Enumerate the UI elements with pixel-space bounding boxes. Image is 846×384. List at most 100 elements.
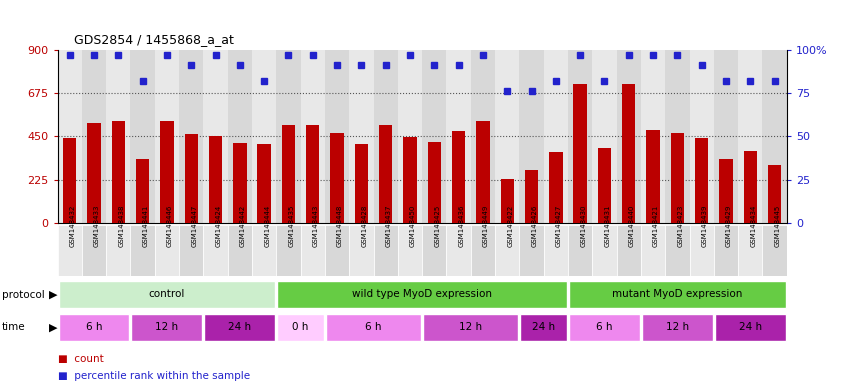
Bar — [762, 225, 787, 276]
Text: GSM148431: GSM148431 — [604, 205, 611, 247]
Bar — [646, 130, 660, 223]
Bar — [205, 314, 275, 341]
Bar — [452, 131, 465, 223]
Bar — [374, 225, 398, 276]
Bar — [354, 144, 368, 223]
Bar — [306, 125, 320, 223]
Text: GSM148426: GSM148426 — [531, 205, 537, 247]
Bar — [106, 225, 130, 276]
Text: GSM148447: GSM148447 — [191, 205, 197, 247]
Bar — [762, 50, 787, 223]
Bar — [422, 50, 447, 223]
Text: wild type MyoD expression: wild type MyoD expression — [352, 289, 492, 299]
Text: GSM148446: GSM148446 — [167, 205, 173, 247]
Bar — [63, 138, 76, 223]
Bar — [495, 225, 519, 276]
Bar — [641, 50, 665, 223]
Bar — [447, 50, 470, 223]
Text: GSM148436: GSM148436 — [459, 205, 464, 247]
Bar — [130, 225, 155, 276]
Bar — [592, 225, 617, 276]
Text: 6 h: 6 h — [85, 322, 102, 332]
Bar — [252, 50, 277, 223]
Bar — [82, 50, 106, 223]
Text: 0 h: 0 h — [293, 322, 309, 332]
Bar — [82, 225, 106, 276]
Bar — [423, 314, 519, 341]
Text: protocol: protocol — [2, 290, 45, 300]
Bar — [569, 281, 786, 308]
Bar — [574, 84, 587, 223]
Text: ▶: ▶ — [49, 290, 58, 300]
Text: GSM148421: GSM148421 — [653, 205, 659, 247]
Bar — [641, 225, 665, 276]
Bar — [233, 143, 246, 223]
Bar — [427, 142, 441, 223]
Text: GSM148423: GSM148423 — [678, 205, 684, 247]
Bar — [331, 134, 343, 223]
Text: GSM148439: GSM148439 — [701, 205, 708, 247]
Bar — [592, 50, 617, 223]
Bar — [277, 281, 567, 308]
Bar — [495, 50, 519, 223]
Bar — [58, 314, 129, 341]
Bar — [349, 50, 374, 223]
Bar — [689, 225, 714, 276]
Bar — [326, 314, 421, 341]
Bar — [179, 225, 203, 276]
Text: 12 h: 12 h — [666, 322, 689, 332]
Bar — [203, 50, 228, 223]
Text: control: control — [149, 289, 185, 299]
Bar — [184, 134, 198, 223]
Text: GSM148438: GSM148438 — [118, 205, 124, 247]
Text: 6 h: 6 h — [596, 322, 613, 332]
Bar — [525, 170, 538, 223]
Bar — [282, 125, 295, 223]
Bar — [470, 225, 495, 276]
Text: GSM148444: GSM148444 — [264, 205, 270, 247]
Bar — [349, 225, 374, 276]
Bar — [544, 225, 568, 276]
Text: GSM148449: GSM148449 — [483, 205, 489, 247]
Bar — [665, 50, 689, 223]
Text: GSM148437: GSM148437 — [386, 205, 392, 247]
Bar — [714, 50, 739, 223]
Text: GSM148443: GSM148443 — [313, 205, 319, 247]
Bar — [58, 50, 82, 223]
Text: GSM148422: GSM148422 — [508, 205, 514, 247]
Bar — [252, 225, 277, 276]
Bar — [715, 314, 786, 341]
Bar — [568, 225, 592, 276]
Bar — [228, 225, 252, 276]
Bar — [544, 50, 568, 223]
Bar — [155, 225, 179, 276]
Bar — [617, 225, 641, 276]
Text: mutant MyoD expression: mutant MyoD expression — [613, 289, 743, 299]
Bar — [277, 314, 324, 341]
Bar — [300, 225, 325, 276]
Bar — [665, 225, 689, 276]
Bar — [501, 179, 514, 223]
Bar — [325, 50, 349, 223]
Text: 24 h: 24 h — [532, 322, 555, 332]
Text: 24 h: 24 h — [228, 322, 251, 332]
Bar — [160, 121, 173, 223]
Bar — [155, 50, 179, 223]
Bar — [719, 159, 733, 223]
Bar — [58, 281, 275, 308]
Bar — [106, 50, 130, 223]
Bar — [87, 123, 101, 223]
Text: GSM148448: GSM148448 — [337, 205, 343, 247]
Bar — [598, 148, 611, 223]
Bar — [130, 50, 155, 223]
Text: GSM148428: GSM148428 — [361, 205, 367, 247]
Text: ■  percentile rank within the sample: ■ percentile rank within the sample — [58, 371, 250, 381]
Text: ■  count: ■ count — [58, 354, 103, 364]
Bar — [228, 50, 252, 223]
Text: GSM148445: GSM148445 — [775, 205, 781, 247]
Bar — [768, 165, 782, 223]
Bar — [374, 50, 398, 223]
Bar — [257, 144, 271, 223]
Text: time: time — [2, 322, 25, 333]
Bar — [519, 225, 544, 276]
